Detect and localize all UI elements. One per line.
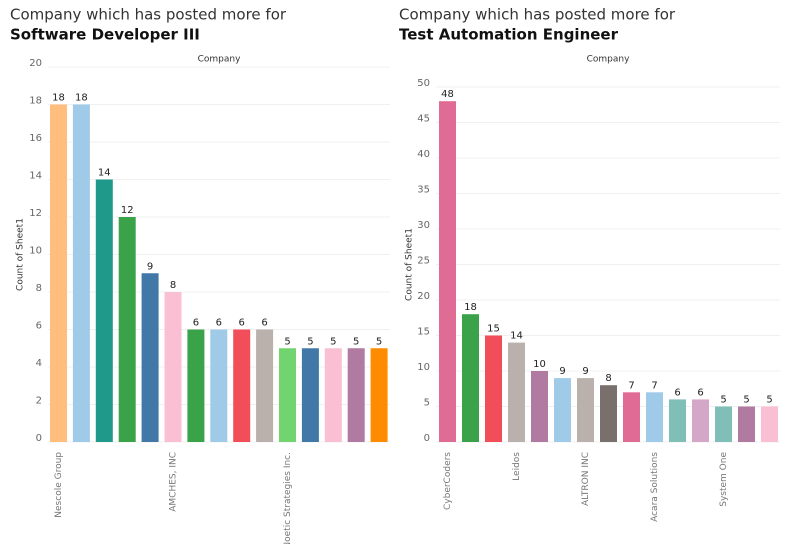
bar	[669, 399, 686, 442]
y-tick-label: 0	[36, 433, 42, 444]
bar	[256, 329, 274, 442]
x-tick-label: AMCHES, INC	[169, 452, 179, 512]
y-axis-label: Count of Sheet1	[405, 228, 415, 301]
value-label: 9	[559, 366, 565, 377]
y-tick-label: 45	[417, 114, 430, 125]
bar	[462, 314, 479, 442]
chart-title: Company which has posted more for	[399, 6, 676, 24]
y-tick-label: 35	[417, 185, 430, 196]
y-tick-label: 10	[29, 246, 42, 257]
y-tick-label: 30	[417, 220, 430, 231]
bar	[370, 348, 388, 442]
chart-title: Company which has posted more for	[10, 6, 287, 24]
value-label: 18	[464, 302, 477, 313]
value-label: 6	[216, 318, 222, 329]
y-tick-label: 25	[417, 256, 430, 267]
bar	[210, 329, 228, 442]
value-label: 12	[121, 205, 134, 216]
y-tick-label: 4	[36, 358, 42, 369]
column-header: Company	[198, 55, 241, 65]
value-label: 10	[533, 359, 546, 370]
y-tick-label: 16	[29, 133, 42, 144]
x-tick-label: Leidos	[512, 452, 522, 481]
x-tick-label: Acara Solutions	[650, 452, 660, 522]
bar	[646, 392, 663, 442]
bar	[72, 104, 90, 442]
bar	[577, 378, 594, 442]
bar	[141, 273, 159, 442]
x-tick-label: System One	[719, 452, 729, 507]
bar	[738, 406, 755, 442]
y-tick-label: 15	[417, 327, 430, 338]
y-tick-label: 8	[36, 283, 42, 294]
bar	[118, 217, 136, 442]
bar	[508, 342, 525, 442]
bar	[324, 348, 342, 442]
y-tick-label: 10	[417, 362, 430, 373]
value-label: 8	[170, 280, 176, 291]
bar	[164, 292, 182, 442]
value-label: 18	[75, 93, 88, 104]
value-label: 8	[605, 373, 611, 384]
chart-title-job: Software Developer III	[10, 26, 200, 44]
y-tick-label: 6	[36, 321, 42, 332]
value-label: 5	[330, 336, 336, 347]
x-tick-label: Noetic Strategies Inc.	[283, 452, 293, 544]
y-axis-label: Count of Sheet1	[16, 218, 26, 291]
value-label: 9	[147, 261, 153, 272]
bar	[485, 335, 502, 442]
value-label: 6	[239, 318, 245, 329]
value-label: 15	[487, 324, 500, 335]
value-label: 5	[284, 336, 290, 347]
bar	[187, 329, 205, 442]
value-label: 6	[193, 318, 199, 329]
bar	[715, 406, 732, 442]
y-tick-label: 0	[424, 433, 430, 444]
y-tick-label: 40	[417, 149, 430, 160]
value-label: 6	[697, 387, 703, 398]
x-tick-label: Nescole Group	[54, 452, 64, 518]
value-label: 5	[307, 336, 313, 347]
value-label: 14	[510, 331, 523, 342]
value-label: 5	[720, 395, 726, 406]
y-tick-label: 14	[29, 171, 42, 182]
y-tick-label: 2	[36, 396, 42, 407]
value-label: 14	[98, 168, 111, 179]
value-label: 6	[261, 318, 267, 329]
x-tick-label: ALTRON INC	[581, 452, 591, 506]
value-label: 48	[441, 89, 454, 100]
bar	[623, 392, 640, 442]
bar	[50, 104, 67, 442]
bar	[761, 406, 778, 442]
value-label: 18	[52, 93, 65, 104]
bar	[233, 329, 251, 442]
y-tick-label: 50	[417, 78, 430, 89]
value-label: 7	[628, 380, 634, 391]
value-label: 5	[766, 395, 772, 406]
value-label: 7	[651, 380, 657, 391]
value-label: 5	[743, 395, 749, 406]
chart-title-job: Test Automation Engineer	[399, 26, 619, 44]
bar	[554, 378, 571, 442]
value-label: 6	[674, 387, 680, 398]
column-header: Company	[587, 55, 630, 65]
y-tick-label: 18	[29, 96, 42, 107]
y-tick-label: 12	[29, 208, 42, 219]
bar	[301, 348, 319, 442]
bar	[95, 179, 113, 442]
x-tick-label: CyberCoders	[443, 452, 453, 510]
value-label: 5	[376, 336, 382, 347]
bar	[531, 371, 548, 442]
bar	[279, 348, 296, 442]
bar	[347, 348, 365, 442]
y-tick-label: 5	[424, 398, 430, 409]
bar	[692, 399, 709, 442]
value-label: 5	[353, 336, 359, 347]
y-tick-label: 20	[29, 58, 42, 69]
bar	[600, 385, 617, 442]
y-tick-label: 20	[417, 291, 430, 302]
bar	[439, 101, 456, 442]
value-label: 9	[582, 366, 588, 377]
